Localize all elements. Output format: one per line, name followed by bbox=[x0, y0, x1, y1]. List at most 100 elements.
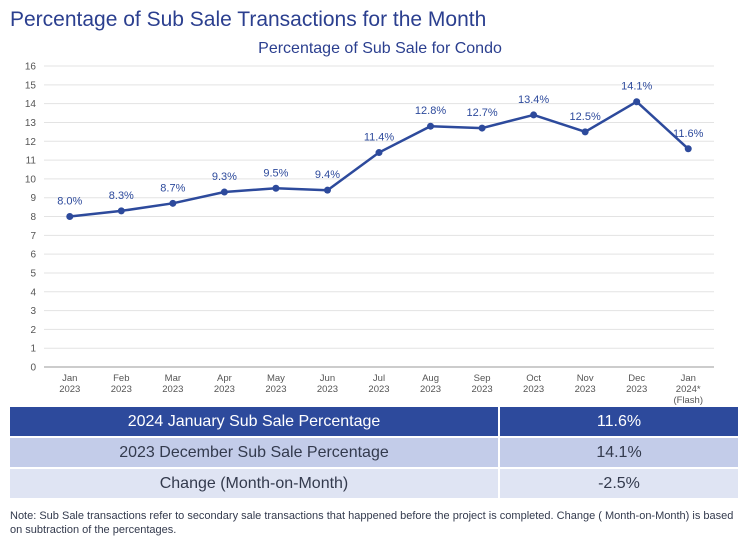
x-tick-line: 2023 bbox=[368, 384, 389, 395]
data-label: 12.5% bbox=[570, 111, 601, 123]
data-point bbox=[272, 184, 280, 192]
data-point bbox=[633, 98, 641, 106]
x-tick-label: Oct 2023 bbox=[523, 373, 544, 395]
y-tick-label: 5 bbox=[30, 268, 36, 279]
x-tick-label: Mar 2023 bbox=[162, 373, 183, 395]
data-point bbox=[530, 111, 538, 119]
y-tick-label: 1 bbox=[30, 344, 36, 355]
x-tick-label: Dec 2023 bbox=[626, 373, 647, 395]
data-label: 11.4% bbox=[364, 132, 395, 144]
x-tick-line: Apr bbox=[217, 373, 232, 384]
series-sub-sale-percentage bbox=[66, 98, 692, 220]
y-tick-label: 16 bbox=[25, 62, 37, 73]
x-tick-label: Jan 2023 bbox=[59, 373, 80, 395]
data-point bbox=[220, 188, 228, 196]
x-tick-label: May 2023 bbox=[265, 373, 286, 395]
data-label: 12.8% bbox=[415, 105, 446, 117]
x-tick-line: May bbox=[267, 373, 285, 384]
data-label: 8.0% bbox=[57, 196, 82, 208]
x-tick-line: Aug bbox=[422, 373, 439, 384]
summary-row-change: Change (Month-on-Month) -2.5% bbox=[10, 468, 738, 500]
y-tick-label: 7 bbox=[30, 231, 36, 242]
x-tick-line: Jun bbox=[320, 373, 335, 384]
change-value: -2.5% bbox=[499, 468, 738, 500]
x-tick-label: Jun 2023 bbox=[317, 373, 338, 395]
x-tick-line: 2023 bbox=[472, 384, 493, 395]
y-tick-label: 9 bbox=[30, 193, 36, 204]
summary-table: 2024 January Sub Sale Percentage 11.6% 2… bbox=[10, 407, 738, 500]
x-tick-line: 2023 bbox=[575, 384, 596, 395]
x-tick-line: 2024* bbox=[676, 384, 701, 395]
x-tick-label: Sep 2023 bbox=[472, 373, 493, 395]
y-tick-label: 8 bbox=[30, 212, 36, 223]
data-label: 8.3% bbox=[109, 190, 134, 202]
y-tick-label: 11 bbox=[26, 156, 37, 167]
x-tick-line: Jan bbox=[62, 373, 77, 384]
x-tick-line: 2023 bbox=[626, 384, 647, 395]
page-title: Percentage of Sub Sale Transactions for … bbox=[10, 8, 487, 31]
x-tick-label: Aug 2023 bbox=[420, 373, 441, 395]
data-label: 14.1% bbox=[621, 81, 652, 93]
x-tick-line: Sep bbox=[474, 373, 491, 384]
x-tick-line: Nov bbox=[577, 373, 594, 384]
summary-value: 14.1% bbox=[499, 437, 738, 469]
y-tick-label: 6 bbox=[30, 250, 36, 261]
x-tick-line: 2023 bbox=[265, 384, 286, 395]
data-label: 12.7% bbox=[466, 107, 497, 119]
x-tick-line: Dec bbox=[628, 373, 645, 384]
x-tick-line: 2023 bbox=[111, 384, 132, 395]
summary-label: Change (Month-on-Month) bbox=[10, 468, 500, 500]
data-point bbox=[581, 128, 589, 136]
y-tick-label: 3 bbox=[30, 306, 36, 317]
summary-label: 2024 January Sub Sale Percentage bbox=[10, 407, 500, 438]
y-tick-label: 14 bbox=[25, 99, 37, 110]
data-label: 8.7% bbox=[160, 182, 185, 194]
x-tick-line: Jul bbox=[373, 373, 385, 384]
x-tick-label: Apr 2023 bbox=[214, 373, 235, 395]
y-tick-label: 13 bbox=[25, 118, 37, 129]
x-tick-label: Nov 2023 bbox=[575, 373, 596, 395]
summary-row-previous: 2023 December Sub Sale Percentage 14.1% bbox=[10, 437, 738, 469]
data-label: 9.4% bbox=[315, 169, 340, 181]
summary-row-current: 2024 January Sub Sale Percentage 11.6% bbox=[10, 407, 738, 438]
data-point bbox=[478, 124, 486, 132]
x-tick-label: Jul 2023 bbox=[368, 373, 389, 395]
x-tick-label: Jan 2024* (Flash) bbox=[673, 373, 703, 406]
x-tick-line: 2023 bbox=[59, 384, 80, 395]
y-tick-label: 15 bbox=[25, 80, 37, 91]
x-tick-line: Jan bbox=[681, 373, 696, 384]
x-tick-line: 2023 bbox=[214, 384, 235, 395]
data-label: 13.4% bbox=[518, 94, 549, 106]
x-tick-line: Mar bbox=[165, 373, 181, 384]
x-tick-line: (Flash) bbox=[673, 395, 703, 406]
chart-title: Percentage of Sub Sale for Condo bbox=[258, 40, 502, 57]
summary-value: 11.6% bbox=[499, 407, 738, 438]
y-tick-label: 2 bbox=[30, 325, 36, 336]
y-tick-label: 12 bbox=[25, 137, 37, 148]
data-point bbox=[323, 186, 331, 194]
footnote: Note: Sub Sale transactions refer to sec… bbox=[10, 510, 734, 536]
chart-grid bbox=[44, 65, 714, 368]
x-tick-line: 2023 bbox=[523, 384, 544, 395]
data-point bbox=[427, 122, 435, 130]
y-tick-label: 4 bbox=[30, 287, 36, 298]
data-point bbox=[66, 213, 74, 220]
x-tick-line: 2023 bbox=[162, 384, 183, 395]
data-point bbox=[375, 149, 383, 157]
x-tick-line: Feb bbox=[113, 373, 129, 384]
data-point bbox=[117, 207, 125, 215]
summary-label: 2023 December Sub Sale Percentage bbox=[10, 437, 500, 469]
data-point bbox=[684, 145, 692, 153]
x-tick-line: 2023 bbox=[317, 384, 338, 395]
y-tick-label: 10 bbox=[25, 174, 37, 185]
data-labels: 8.0% 8.3% 8.7% 9.3% 9.5% 9.4% 11.4% 12.8% 12.7% 1… bbox=[57, 81, 703, 208]
data-label: 9.3% bbox=[212, 171, 237, 183]
x-tick-label: Feb 2023 bbox=[111, 373, 132, 395]
x-tick-line: Oct bbox=[526, 373, 541, 384]
data-point bbox=[169, 199, 177, 207]
data-label: 9.5% bbox=[263, 167, 288, 179]
x-tick-line: 2023 bbox=[420, 384, 441, 395]
